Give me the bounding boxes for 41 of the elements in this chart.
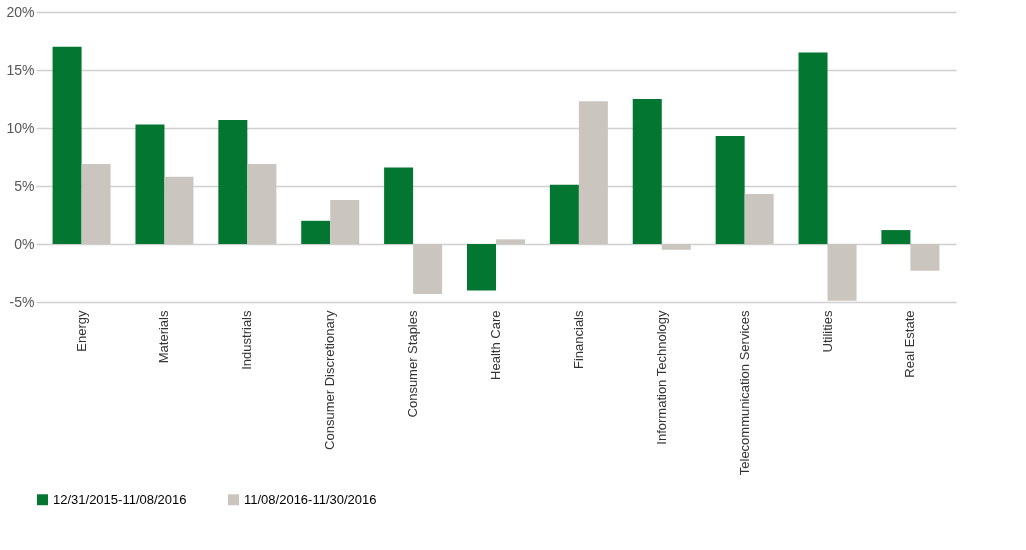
bar [910,244,940,271]
y-tick-label: 0% [14,235,35,252]
bar [466,244,496,291]
x-tick-label: Real Estate [902,310,918,378]
y-tick-label: 15% [6,61,35,78]
y-tick-label: 10% [6,119,35,136]
x-tick-label: Industrials [239,310,255,370]
bar [744,194,774,244]
x-tick-label: Materials [156,310,172,364]
x-tick-label: Utilities [819,310,835,353]
bar [81,163,111,244]
bar [827,244,857,301]
legend-label: 11/08/2016-11/30/2016 [244,491,377,507]
bar [798,52,828,244]
bar [578,101,608,244]
x-tick-label: Financials [570,310,586,370]
bar [247,163,277,244]
x-tick-label: Health Care [488,310,503,380]
bar [496,239,526,244]
bar [715,136,745,244]
bar [384,167,414,244]
y-tick-label: 20% [6,3,35,20]
y-tick-label: -5% [9,293,35,310]
x-tick-label: Information Technology [653,310,669,445]
bar [135,124,165,244]
bar [661,244,691,250]
bar [330,199,360,244]
bar [632,99,662,244]
bar [218,119,248,244]
legend-label: 12/31/2015-11/08/2016 [53,491,187,507]
bar [413,244,443,294]
x-tick-label: Telecommunication Services [736,310,752,476]
bar [52,46,82,244]
bar [301,220,331,244]
y-tick-label: 5% [14,177,35,194]
bar [549,184,579,244]
x-tick-label: Energy [73,310,89,352]
bar [164,176,194,244]
x-tick-label: Consumer Discretionary [322,310,338,450]
bar [881,230,911,244]
x-tick-label: Consumer Staples [405,310,421,418]
